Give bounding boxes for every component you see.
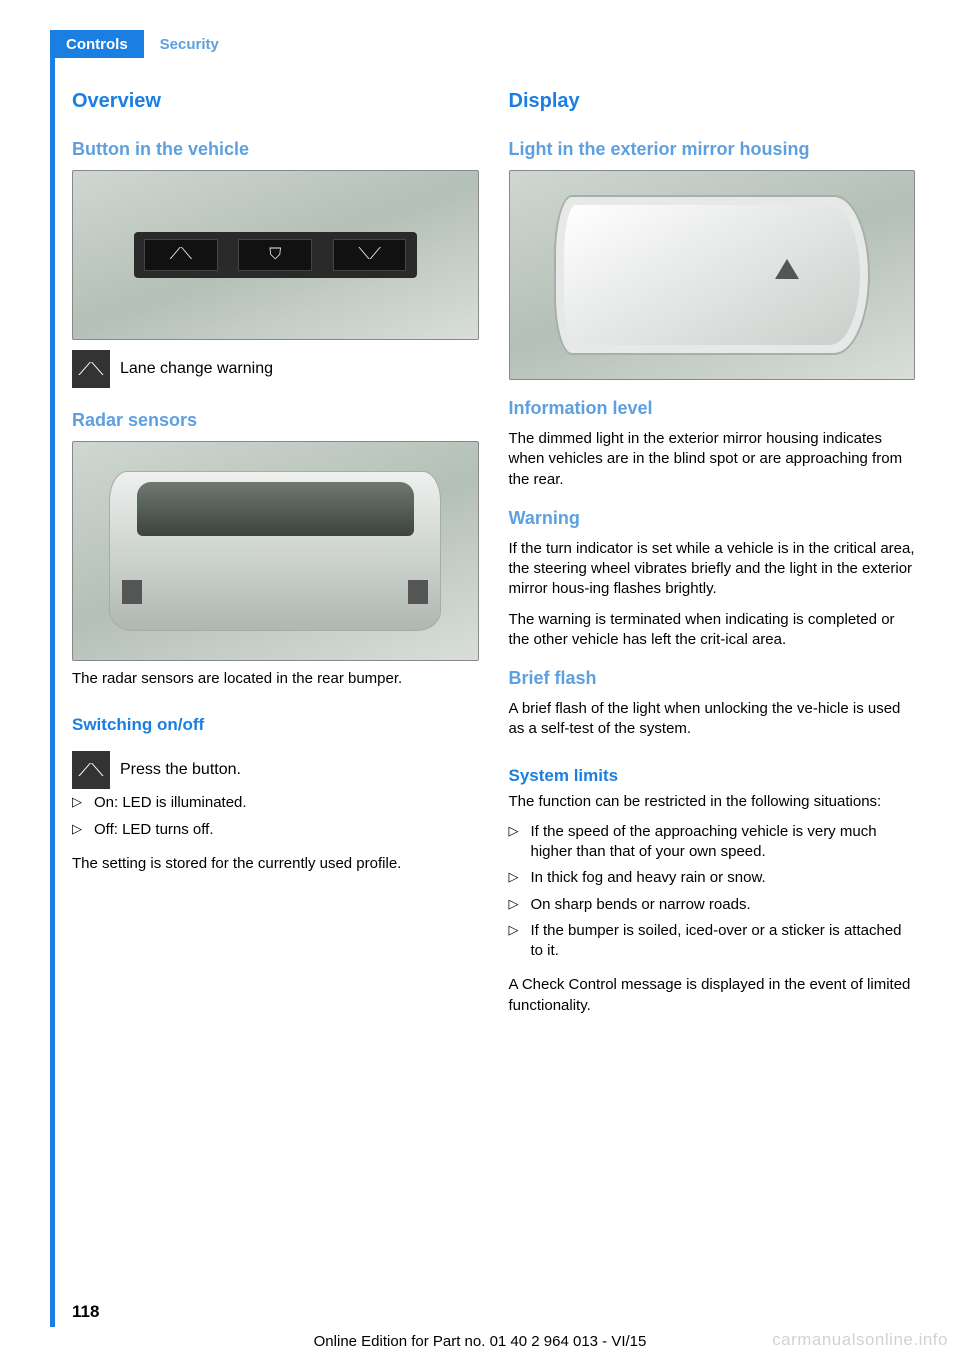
setting-stored-text: The setting is stored for the currently … — [72, 854, 479, 874]
heading-display: Display — [509, 90, 916, 113]
list-item: If the bumper is soiled, iced-over or a … — [509, 921, 916, 962]
content: Overview Button in the vehicle ⟋⟍ ⛉ ⟍⟋ ⟋… — [72, 90, 915, 1026]
right-column: Display Light in the exterior mirror hou… — [509, 90, 916, 1026]
heading-button-in-vehicle: Button in the vehicle — [72, 139, 479, 160]
lane-change-icon: ⟋⟍ — [144, 239, 218, 271]
lane-change-warning-label: Lane change warning — [120, 360, 273, 378]
press-button-icon: ⟋⟍ — [72, 751, 110, 789]
list-item: On sharp bends or narrow roads. — [509, 895, 916, 915]
list-item: In thick fog and heavy rain or snow. — [509, 868, 916, 888]
system-limits-list: If the speed of the approaching vehicle … — [509, 822, 916, 968]
system-limits-intro: The function can be restricted in the fo… — [509, 792, 916, 812]
mirror-illustration — [554, 195, 870, 355]
watermark: carmanualsonline.info — [772, 1330, 948, 1350]
warning-p2: The warning is terminated when indicatin… — [509, 610, 916, 651]
lane-depart-icon: ⟍⟋ — [333, 239, 407, 271]
warning-p1: If the turn indicator is set while a veh… — [509, 539, 916, 600]
side-rule — [50, 30, 55, 1327]
list-item: On: LED is illuminated. — [72, 793, 479, 813]
system-limits-msg: A Check Control message is displayed in … — [509, 975, 916, 1016]
info-level-body: The dimmed light in the exterior mirror … — [509, 429, 916, 490]
heading-system-limits: System limits — [509, 766, 916, 786]
heading-radar-sensors: Radar sensors — [72, 410, 479, 431]
tab-security[interactable]: Security — [144, 30, 235, 58]
heading-info-level: Information level — [509, 398, 916, 419]
heading-warning: Warning — [509, 508, 916, 529]
figure-radar-sensors — [72, 441, 479, 661]
mirror-glass — [564, 205, 860, 345]
header-tabs: Controls Security — [50, 30, 235, 58]
list-item: Off: LED turns off. — [72, 820, 479, 840]
left-column: Overview Button in the vehicle ⟋⟍ ⛉ ⟍⟋ ⟋… — [72, 90, 479, 1026]
page-number: 118 — [72, 1302, 99, 1322]
radar-sensor-right-icon — [408, 580, 428, 604]
tab-controls[interactable]: Controls — [50, 30, 144, 58]
brief-flash-body: A brief flash of the light when unlockin… — [509, 699, 916, 740]
radar-caption: The radar sensors are located in the rea… — [72, 669, 479, 689]
lane-change-warning-icon: ⟋⟍ — [72, 350, 110, 388]
heading-light-exterior: Light in the exterior mirror housing — [509, 139, 916, 160]
press-button-label: Press the button. — [120, 761, 241, 779]
heading-overview: Overview — [72, 90, 479, 113]
heading-brief-flash: Brief flash — [509, 668, 916, 689]
collision-icon: ⛉ — [238, 239, 312, 271]
radar-sensor-left-icon — [122, 580, 142, 604]
warning-triangle-icon — [775, 259, 799, 279]
list-item: If the speed of the approaching vehicle … — [509, 822, 916, 863]
figure-button-panel: ⟋⟍ ⛉ ⟍⟋ — [72, 170, 479, 340]
car-rear-illustration — [109, 471, 441, 631]
button-strip: ⟋⟍ ⛉ ⟍⟋ — [134, 232, 417, 278]
figure-mirror — [509, 170, 916, 380]
icon-row-press: ⟋⟍ Press the button. — [72, 751, 479, 789]
switching-list: On: LED is illuminated. Off: LED turns o… — [72, 793, 479, 846]
icon-row-lane-change: ⟋⟍ Lane change warning — [72, 350, 479, 388]
heading-switching: Switching on/off — [72, 715, 479, 735]
